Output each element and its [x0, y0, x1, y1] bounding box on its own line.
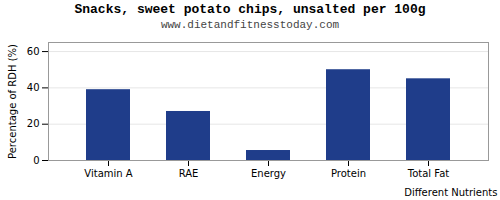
svg-text:40: 40 [27, 82, 40, 93]
svg-text:Protein: Protein [331, 168, 366, 179]
svg-text:60: 60 [27, 46, 40, 57]
html-text:Snacks, sweet potato chips, un: Snacks, sweet potato chips, unsalted per… [74, 2, 426, 17]
svg-text:Different Nutrients: Different Nutrients [404, 187, 497, 198]
html-text:www.dietandfitnesstoday.com: www.dietandfitnesstoday.com [160, 19, 340, 31]
svg-text:Energy: Energy [251, 168, 286, 179]
svg-text:Percentage of RDH (%): Percentage of RDH (%) [7, 44, 18, 159]
svg-text:Vitamin A: Vitamin A [84, 168, 132, 179]
svg-text:Total Fat: Total Fat [407, 168, 449, 179]
svg-text:20: 20 [27, 118, 40, 129]
svg-text:RAE: RAE [179, 168, 199, 179]
svg-text:0: 0 [33, 155, 39, 166]
